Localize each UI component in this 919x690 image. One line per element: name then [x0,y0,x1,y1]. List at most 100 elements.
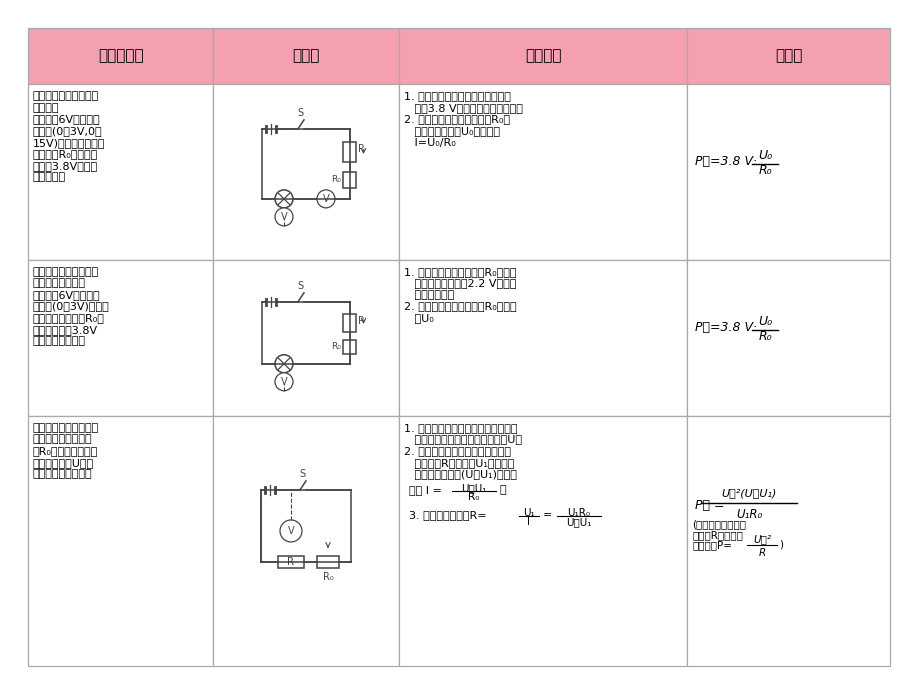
Bar [317,556,338,568]
Text: 电源电压6V、开关、: 电源电压6V、开关、 [33,115,100,124]
Bar [686,416,889,666]
Text: 为R₀的滑动变阻器，: 为R₀的滑动变阻器， [33,446,98,456]
Text: 压表、已知最大阻值: 压表、已知最大阻值 [33,435,93,444]
Text: R₀: R₀ [758,164,771,177]
Text: I=U₀/R₀: I=U₀/R₀ [403,137,455,148]
Bar [686,84,889,259]
Text: U额²: U额² [753,534,771,544]
Text: R₀: R₀ [331,175,341,184]
Bar [686,259,889,416]
Text: 电流 I =: 电流 I = [408,485,441,495]
Text: 端，测出电压为U₀，即电流: 端，测出电压为U₀，即电流 [403,126,499,136]
Bar [278,556,303,568]
Text: V: V [280,212,287,222]
Text: 计算出R的电阻，: 计算出R的电阻， [692,530,743,540]
Text: P额=3.8 V·: P额=3.8 V· [695,155,756,168]
Text: I: I [527,518,529,527]
Text: =: = [542,511,551,520]
Text: S: S [297,108,302,118]
Text: 最大量程不能使用: 最大量程不能使用 [33,278,85,288]
Text: P额 =: P额 = [695,500,724,513]
Bar [213,416,398,666]
Text: 数为3.8 V，此时灯泡正常发光；: 数为3.8 V，此时灯泡正常发光； [403,103,522,112]
Text: 电压表(0～3V,0～: 电压表(0～3V,0～ [33,126,103,136]
Text: U－U₁: U－U₁ [565,518,591,527]
Text: R₀: R₀ [758,331,771,343]
Bar [28,28,213,84]
Circle shape [317,190,335,208]
Circle shape [275,373,292,391]
Text: R: R [287,557,294,567]
Text: 问题：只有电压表，没: 问题：只有电压表，没 [33,91,99,101]
Text: 问题：只有电压表，但: 问题：只有电压表，但 [33,266,99,277]
Text: 电压为3.8V小灯泡: 电压为3.8V小灯泡 [33,161,98,170]
Text: 的额定功率: 的额定功率 [33,172,66,182]
Text: 电压表(0～3V)、滑动: 电压表(0～3V)、滑动 [33,302,109,311]
Text: 器材和目的: 器材和目的 [97,48,143,63]
Text: U₁: U₁ [522,509,534,518]
Text: ；: ； [499,485,505,495]
Bar [343,142,356,162]
Bar [343,339,356,354]
Bar [28,416,213,666]
Text: (说明：先通过测量: (说明：先通过测量 [692,519,745,529]
Text: R: R [758,548,766,558]
Text: P: P [358,316,364,326]
Bar [398,28,686,84]
Text: P额=3.8 V·: P额=3.8 V· [695,322,756,334]
Circle shape [275,355,292,373]
Text: 1. 闭合开关，调节滑片使滑动变阻器: 1. 闭合开关，调节滑片使滑动变阻器 [403,423,516,433]
Bar [343,172,356,188]
Text: R₀: R₀ [468,492,479,502]
Bar [213,28,398,84]
Text: V: V [288,526,294,536]
Text: S: S [299,469,305,479]
Text: U₁R₀: U₁R₀ [735,509,762,522]
Text: 1. 闭合开关，移动滑片使电压表示: 1. 闭合开关，移动滑片使电压表示 [403,91,510,101]
Text: 定值电阻的额定功率: 定值电阻的额定功率 [33,469,93,480]
Text: R₀: R₀ [323,572,333,582]
Bar [213,259,398,416]
Text: 实验步骤: 实验步骤 [524,48,561,63]
Bar [343,314,356,332]
Text: 小灯泡的额定功率: 小灯泡的额定功率 [33,336,85,346]
Text: 测额定电压为3.8V: 测额定电压为3.8V [33,324,98,335]
Text: V: V [323,194,329,204]
Text: 1. 闭合开关，移动滑片使R₀和滑动: 1. 闭合开关，移动滑片使R₀和滑动 [403,266,516,277]
Bar [686,28,889,84]
Text: 2. 移动滑片使滑动变阻器的电阻最: 2. 移动滑片使滑动变阻器的电阻最 [403,446,510,456]
Text: 电路图: 电路图 [292,48,319,63]
Text: 有电流表: 有电流表 [33,103,60,112]
Text: U₀: U₀ [757,149,772,162]
Text: 变阻器的电压为(U－U₁)，求出: 变阻器的电压为(U－U₁)，求出 [403,469,516,480]
Text: 电源、开关、导线、电: 电源、开关、导线、电 [33,423,99,433]
Text: V: V [280,377,287,387]
Text: 2. 滑片不动，用电压表测R₀的电压: 2. 滑片不动，用电压表测R₀的电压 [403,302,516,311]
Bar [28,84,213,259]
Text: 3. 定值电阻的阻值R=: 3. 定值电阻的阻值R= [408,511,486,520]
Text: 为U₀: 为U₀ [403,313,433,323]
Text: 定值电阻R₀，测额定: 定值电阻R₀，测额定 [33,149,98,159]
Text: U额²(U－U₁): U额²(U－U₁) [721,488,777,498]
Text: R₀: R₀ [331,342,341,351]
Text: P: P [358,144,364,154]
Text: 2. 再将电压表接在定值电阻R₀两: 2. 再将电压表接在定值电阻R₀两 [403,115,509,124]
Text: 大，测出R的电压为U₁，则滑动: 大，测出R的电压为U₁，则滑动 [403,457,514,468]
Circle shape [279,520,301,542]
Text: U₀: U₀ [757,315,772,328]
Circle shape [275,190,292,208]
Text: 表达式: 表达式 [774,48,801,63]
Bar [28,259,213,416]
Text: 变阻器、定值电阻R₀，: 变阻器、定值电阻R₀， [33,313,105,323]
Bar [398,84,686,259]
Text: S: S [297,281,302,290]
Text: 的电阻最小，电压表测出总电压U；: 的电阻最小，电压表测出总电压U； [403,435,521,444]
Text: 泡正常发光；: 泡正常发光； [403,290,453,299]
Text: 15V)、滑动变阻器、: 15V)、滑动变阻器、 [33,137,106,148]
Text: U－U₁: U－U₁ [460,483,486,493]
Circle shape [275,208,292,226]
Text: 再用公式P=: 再用公式P= [692,540,732,550]
Bar [398,416,686,666]
Text: U₁R₀: U₁R₀ [566,509,590,518]
Text: 变阻器的总电压为2.2 V，小灯: 变阻器的总电压为2.2 V，小灯 [403,278,516,288]
